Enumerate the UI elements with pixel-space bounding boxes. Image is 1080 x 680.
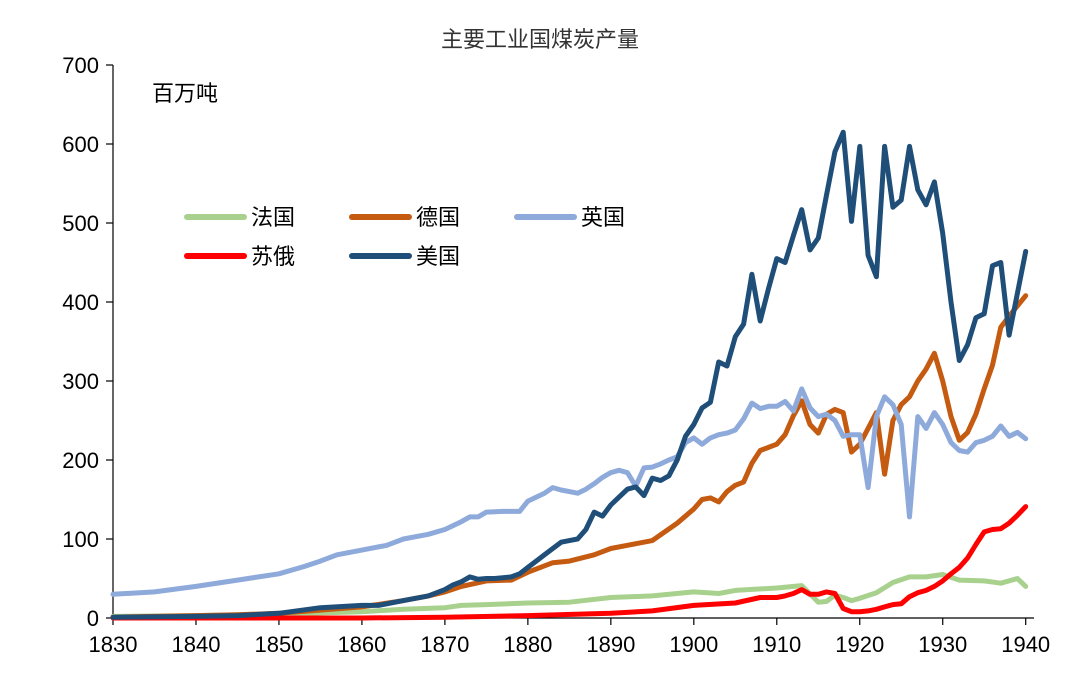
series-line-3 <box>110 504 1029 621</box>
y-tick-label: 500 <box>62 211 99 236</box>
y-axis: 0 100 200 300 400 500 600 700 <box>62 53 114 631</box>
x-tick-label: 1840 <box>171 632 220 657</box>
x-tick-label: 1860 <box>337 632 386 657</box>
x-tick-label: 1910 <box>752 632 801 657</box>
x-axis: 1830 1840 1850 1860 1870 1880 1890 1900 1910 1920… <box>89 617 1050 657</box>
y-tick-label: 600 <box>62 132 99 157</box>
y-tick-label: 400 <box>62 290 99 315</box>
legend-label: 法国 <box>251 206 295 231</box>
y-tick-label: 700 <box>62 53 99 78</box>
x-tick-label: 1880 <box>503 632 552 657</box>
chart-title: 主要工业国煤炭产量 <box>441 28 639 53</box>
x-tick-label: 1870 <box>420 632 469 657</box>
x-tick-label: 1850 <box>254 632 303 657</box>
x-tick-label: 1920 <box>835 632 884 657</box>
legend-label: 美国 <box>416 245 460 270</box>
y-tick-label: 200 <box>62 448 99 473</box>
legend-label: 英国 <box>581 206 625 231</box>
x-tick-label: 1890 <box>586 632 635 657</box>
x-tick-label: 1830 <box>89 632 138 657</box>
x-tick-label: 1940 <box>1001 632 1050 657</box>
legend-label: 苏俄 <box>251 245 295 270</box>
x-tick-label: 1900 <box>669 632 718 657</box>
series-lines <box>110 129 1029 621</box>
unit-label: 百万吨 <box>152 82 218 107</box>
y-tick-label: 0 <box>87 606 99 631</box>
series-line-4 <box>110 129 1029 620</box>
series-line-1 <box>110 293 1029 620</box>
y-tick-label: 300 <box>62 369 99 394</box>
legend-label: 德国 <box>416 206 460 231</box>
series-line-0 <box>110 572 1029 619</box>
series-line-2 <box>110 386 1029 597</box>
x-tick-label: 1930 <box>918 632 967 657</box>
y-tick-label: 100 <box>62 527 99 552</box>
